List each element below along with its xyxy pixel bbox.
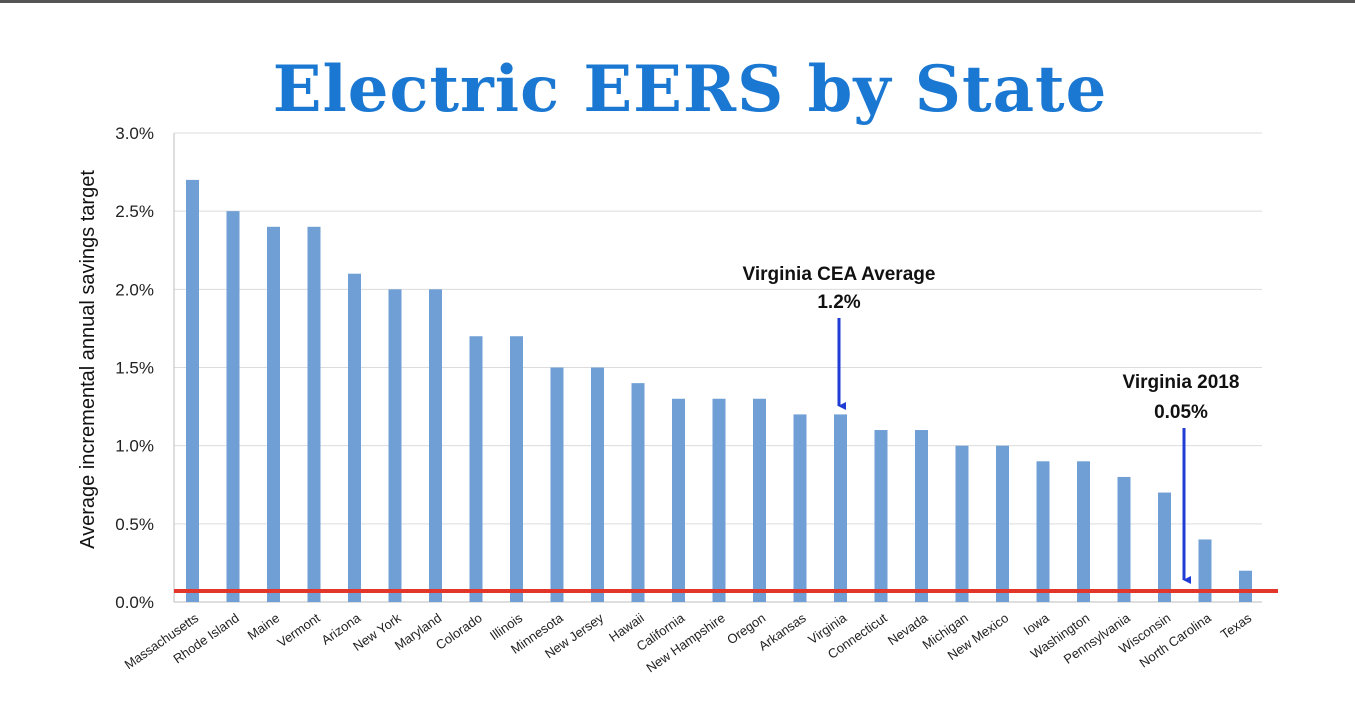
y-tick-label: 0.5%: [115, 515, 154, 534]
bar: [1239, 570, 1252, 602]
bar: [1117, 476, 1131, 602]
annotation-title: Virginia 2018: [1123, 372, 1240, 393]
x-category-label: North Carolina: [1136, 610, 1214, 671]
bar: [874, 430, 888, 602]
x-category-label: Colorado: [433, 610, 485, 653]
bar: [1077, 461, 1090, 602]
annotation-value: 1.2%: [817, 292, 860, 313]
y-tick-label: 2.5%: [115, 202, 154, 221]
bar: [226, 211, 240, 602]
y-tick-label: 0.0%: [115, 593, 154, 612]
bar: [348, 273, 361, 602]
bar: [469, 336, 483, 602]
bar: [267, 226, 280, 603]
annotation-value: 0.05%: [1154, 402, 1208, 423]
bar: [955, 445, 969, 602]
y-tick-label: 1.5%: [115, 359, 154, 378]
bar: [1158, 492, 1171, 602]
bar: [186, 179, 199, 602]
bar: [550, 367, 564, 602]
bar: [793, 414, 807, 602]
bar: [753, 398, 766, 602]
bar: [834, 414, 847, 602]
y-tick-label: 2.0%: [115, 280, 154, 299]
bar: [1036, 461, 1050, 602]
bar: [591, 367, 604, 602]
x-category-label: Vermont: [274, 610, 323, 650]
bar: [1198, 539, 1212, 602]
bar: [429, 289, 442, 602]
bar: [712, 398, 726, 602]
x-category-label: Iowa: [1021, 610, 1053, 638]
bar: [510, 336, 523, 602]
y-tick-label: 3.0%: [115, 124, 154, 143]
top-border: [0, 0, 1355, 3]
bar: [915, 430, 928, 602]
bar: [672, 398, 685, 602]
annotation-title: Virginia CEA Average: [743, 264, 936, 285]
bar: [631, 383, 645, 602]
bar: [388, 289, 402, 602]
y-tick-label: 1.0%: [115, 437, 154, 456]
y-axis-label: Average incremental annual savings targe…: [77, 170, 99, 549]
bar: [996, 445, 1009, 602]
bar: [307, 226, 321, 603]
x-category-label: Texas: [1218, 610, 1255, 642]
page-title: Electric EERS by State: [272, 52, 1108, 127]
